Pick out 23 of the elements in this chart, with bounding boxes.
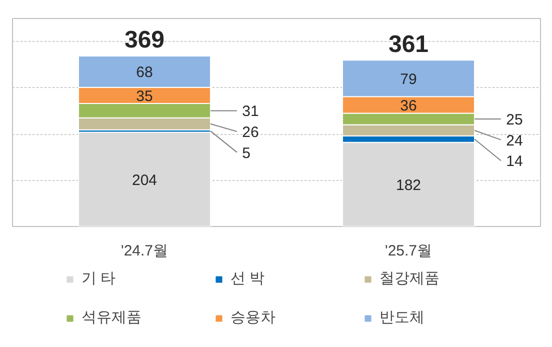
- legend-label: 석유제품: [82, 308, 142, 327]
- total-label: 361: [388, 30, 429, 58]
- data-label: 182: [396, 176, 422, 194]
- data-label: 204: [132, 172, 158, 189]
- data-label: 35: [136, 88, 153, 105]
- total-label: 369: [124, 26, 165, 54]
- legend-label: 선 박: [230, 269, 266, 288]
- legend-label: 기 타: [82, 269, 117, 288]
- legend-label: 승용차: [230, 308, 276, 327]
- data-label: 5: [242, 144, 251, 162]
- data-label: 26: [242, 124, 259, 142]
- bar: [78, 132, 211, 226]
- data-label: 36: [400, 97, 417, 114]
- data-label: 14: [506, 153, 523, 170]
- data-label: 25: [506, 112, 523, 129]
- x-tick-label: '25.7월: [384, 242, 432, 260]
- data-label: 68: [136, 64, 153, 82]
- data-label: 24: [506, 132, 523, 150]
- data-label: 79: [400, 70, 417, 88]
- legend-label: 반도체: [380, 308, 426, 327]
- legend-label: 철강제품: [380, 269, 440, 288]
- x-tick-label: '24.7월: [120, 242, 168, 260]
- data-label: 31: [242, 103, 259, 120]
